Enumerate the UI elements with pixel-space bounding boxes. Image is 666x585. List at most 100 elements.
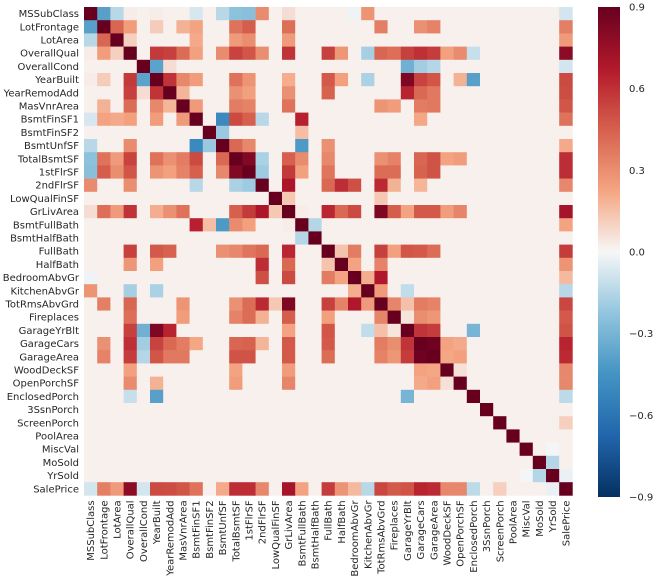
- heatmap-cell: [374, 429, 388, 443]
- heatmap-cell: [506, 376, 520, 391]
- heatmap-cell: [400, 376, 415, 391]
- heatmap-cell: [321, 59, 336, 74]
- heatmap-cell: [559, 33, 573, 47]
- heatmap-cell: [427, 403, 441, 417]
- heatmap-cell: [308, 416, 322, 430]
- heatmap-cell: [519, 218, 534, 232]
- heatmap-cell: [136, 350, 151, 364]
- row-label: LotFrontage: [20, 22, 79, 33]
- heatmap-cell: [84, 244, 98, 259]
- heatmap-cell: [97, 59, 111, 74]
- heatmap-cell: [374, 231, 388, 245]
- heatmap-cell: [123, 20, 138, 34]
- heatmap-cell: [334, 337, 349, 351]
- heatmap-cell: [163, 33, 177, 47]
- heatmap-cell: [97, 33, 111, 47]
- heatmap-cell: [110, 429, 124, 443]
- row-label: YearBuilt: [34, 75, 79, 86]
- heatmap-cell: [334, 244, 349, 259]
- heatmap-cell: [189, 429, 204, 443]
- heatmap-cell: [387, 271, 402, 285]
- heatmap-cell: [361, 86, 375, 100]
- heatmap-cell: [282, 323, 296, 338]
- heatmap-cell: [374, 257, 388, 272]
- heatmap-cell: [229, 469, 243, 483]
- heatmap-cell: [216, 165, 230, 179]
- heatmap-cell: [466, 376, 481, 391]
- heatmap-cell: [202, 99, 217, 113]
- column-label: MoSold: [535, 500, 546, 536]
- heatmap-cell: [348, 112, 362, 127]
- heatmap-cell: [97, 403, 111, 417]
- heatmap-cell: [242, 284, 256, 298]
- heatmap-cell: [546, 469, 560, 483]
- heatmap-cell: [414, 218, 428, 232]
- heatmap-cell: [202, 482, 217, 496]
- heatmap-cell: [506, 86, 520, 100]
- heatmap-cell: [268, 416, 283, 430]
- heatmap-cell: [136, 442, 151, 457]
- heatmap-cell: [189, 297, 204, 311]
- column-label: 1stFlrSF: [245, 500, 256, 540]
- heatmap-cell: [163, 469, 177, 483]
- heatmap-cell: [440, 125, 454, 140]
- heatmap-cell: [189, 33, 204, 47]
- heatmap-cell: [519, 46, 534, 61]
- heatmap-cell: [282, 403, 296, 417]
- heatmap-cell: [295, 455, 309, 470]
- heatmap-cell: [216, 389, 230, 404]
- heatmap-cell: [163, 271, 177, 285]
- row-label: ScreenPorch: [17, 418, 79, 429]
- heatmap-cell: [136, 429, 151, 443]
- heatmap-cell: [321, 469, 336, 483]
- heatmap-cell: [202, 46, 217, 61]
- heatmap-cell: [189, 231, 204, 245]
- heatmap-cell: [202, 389, 217, 404]
- heatmap-cell: [334, 59, 349, 74]
- heatmap-cell: [440, 165, 454, 179]
- heatmap-cell: [84, 403, 98, 417]
- heatmap-cell: [506, 363, 520, 377]
- heatmap-cell: [400, 297, 415, 311]
- heatmap-cell: [123, 59, 138, 74]
- heatmap-cell: [308, 271, 322, 285]
- heatmap-cell: [480, 231, 494, 245]
- heatmap-cell: [427, 178, 441, 193]
- heatmap-cell: [150, 139, 164, 153]
- heatmap-cell: [110, 191, 124, 206]
- heatmap-cell: [229, 429, 243, 443]
- heatmap-cell: [242, 165, 256, 179]
- heatmap-cell: [334, 165, 349, 179]
- heatmap-cell: [440, 376, 454, 391]
- heatmap-cell: [480, 429, 494, 443]
- heatmap-cell: [334, 33, 349, 47]
- heatmap-cell: [453, 337, 468, 351]
- heatmap-cell: [493, 297, 507, 311]
- heatmap-cell: [268, 191, 283, 206]
- heatmap-cell: [493, 86, 507, 100]
- heatmap-cell: [440, 442, 454, 457]
- heatmap-cell: [493, 178, 507, 193]
- heatmap-cell: [97, 73, 111, 87]
- heatmap-cell: [97, 218, 111, 232]
- heatmap-cell: [519, 323, 534, 338]
- heatmap-cell: [480, 482, 494, 496]
- heatmap-cell: [480, 33, 494, 47]
- heatmap-cell: [216, 271, 230, 285]
- heatmap-cell: [387, 99, 402, 113]
- heatmap-cell: [466, 205, 481, 219]
- column-label: HalfBath: [337, 500, 348, 543]
- row-labels: MSSubClass LotFrontage LotArea OverallQual O…: [3, 9, 80, 495]
- heatmap-cell: [229, 297, 243, 311]
- heatmap-cell: [427, 323, 441, 338]
- heatmap-cell: [308, 244, 322, 259]
- heatmap-cell: [400, 125, 415, 140]
- heatmap-cell: [216, 416, 230, 430]
- heatmap-cell: [532, 33, 547, 47]
- heatmap-cell: [176, 59, 190, 74]
- heatmap-cell: [361, 310, 375, 325]
- heatmap-cell: [559, 112, 573, 127]
- heatmap-cell: [440, 33, 454, 47]
- heatmap-cell: [282, 376, 296, 391]
- heatmap-cell: [334, 403, 349, 417]
